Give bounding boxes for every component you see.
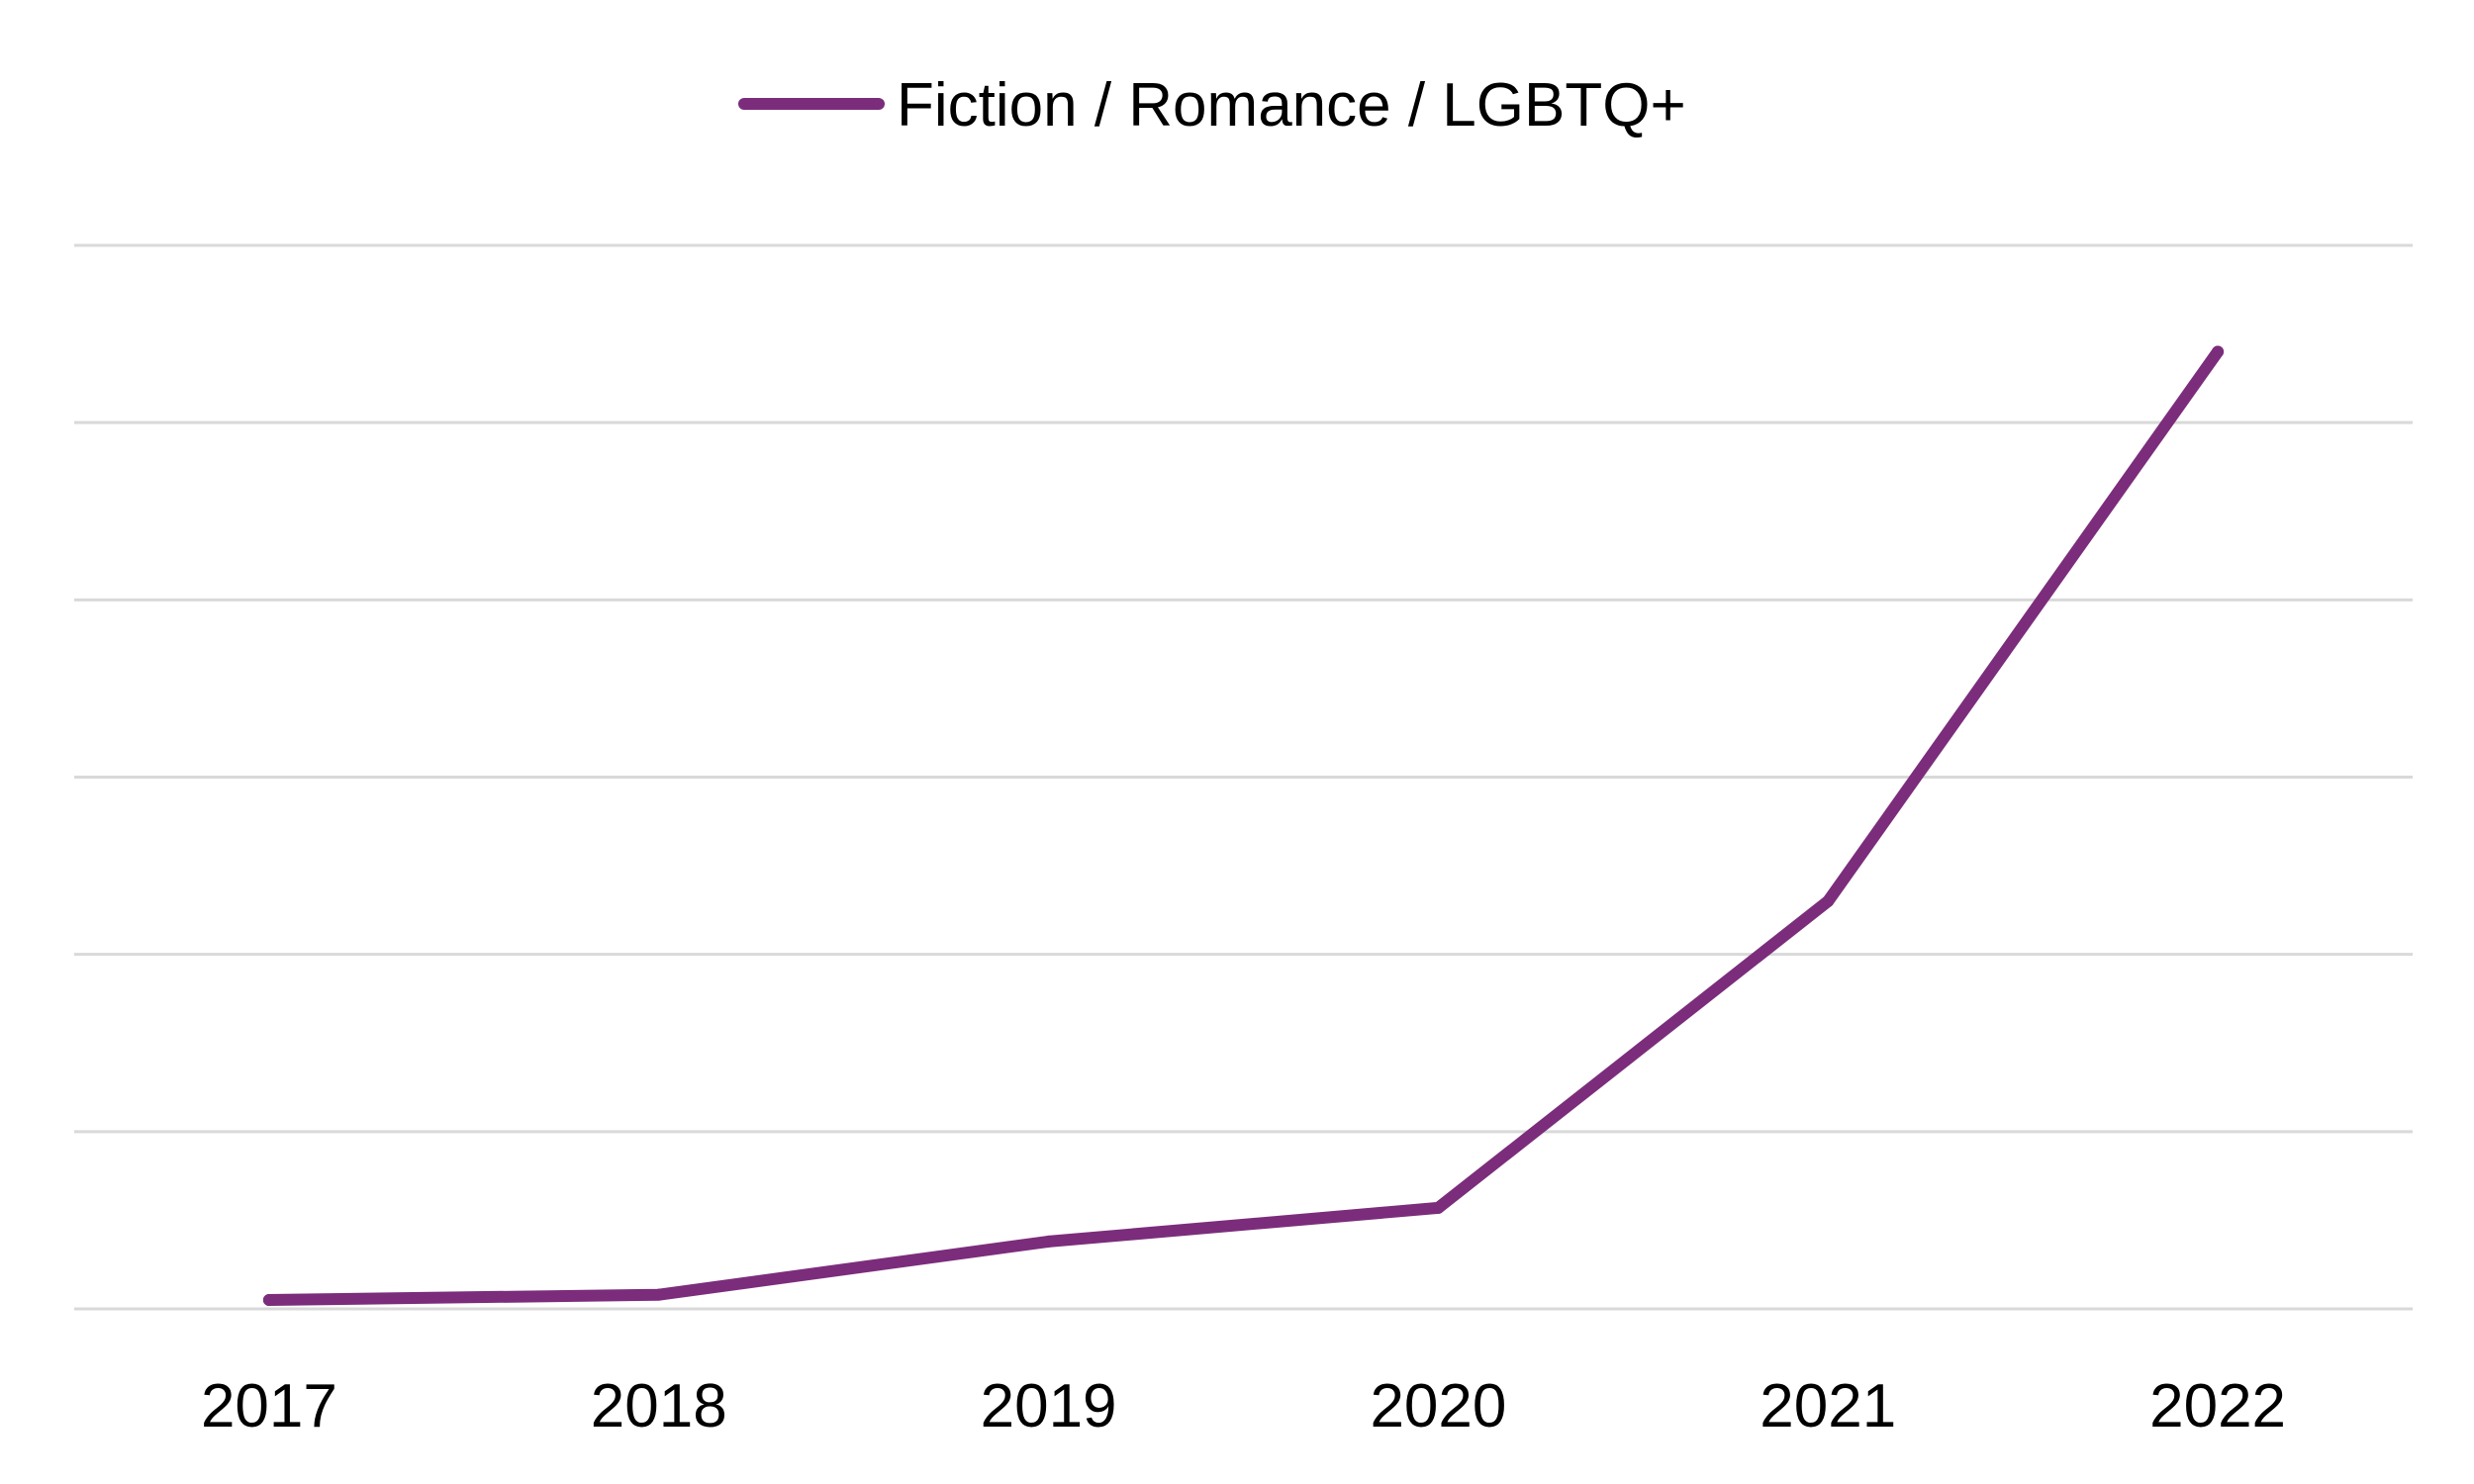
- plot-area: [262, 345, 2225, 1307]
- x-tick-label: 2021: [1760, 1372, 1896, 1440]
- x-tick-label: 2020: [1370, 1372, 1506, 1440]
- data-point: [2212, 345, 2225, 358]
- gridlines: [74, 243, 2413, 1311]
- x-tick-label: 2018: [591, 1372, 727, 1440]
- series-line: [262, 345, 2225, 1306]
- data-point: [1432, 1201, 1445, 1214]
- legend-label: Fiction / Romance / LGBTQ+: [897, 71, 1686, 139]
- legend: Fiction / Romance / LGBTQ+: [738, 71, 1686, 139]
- x-axis: 2017 2018 2019 2020 2021 2022: [201, 1372, 2286, 1440]
- x-tick-label: 2017: [201, 1372, 337, 1440]
- data-point: [652, 1288, 665, 1301]
- data-point: [1042, 1235, 1055, 1248]
- x-tick-label: 2019: [981, 1372, 1117, 1440]
- data-point: [1822, 894, 1835, 907]
- x-tick-label: 2022: [2149, 1372, 2286, 1440]
- data-point: [262, 1294, 275, 1307]
